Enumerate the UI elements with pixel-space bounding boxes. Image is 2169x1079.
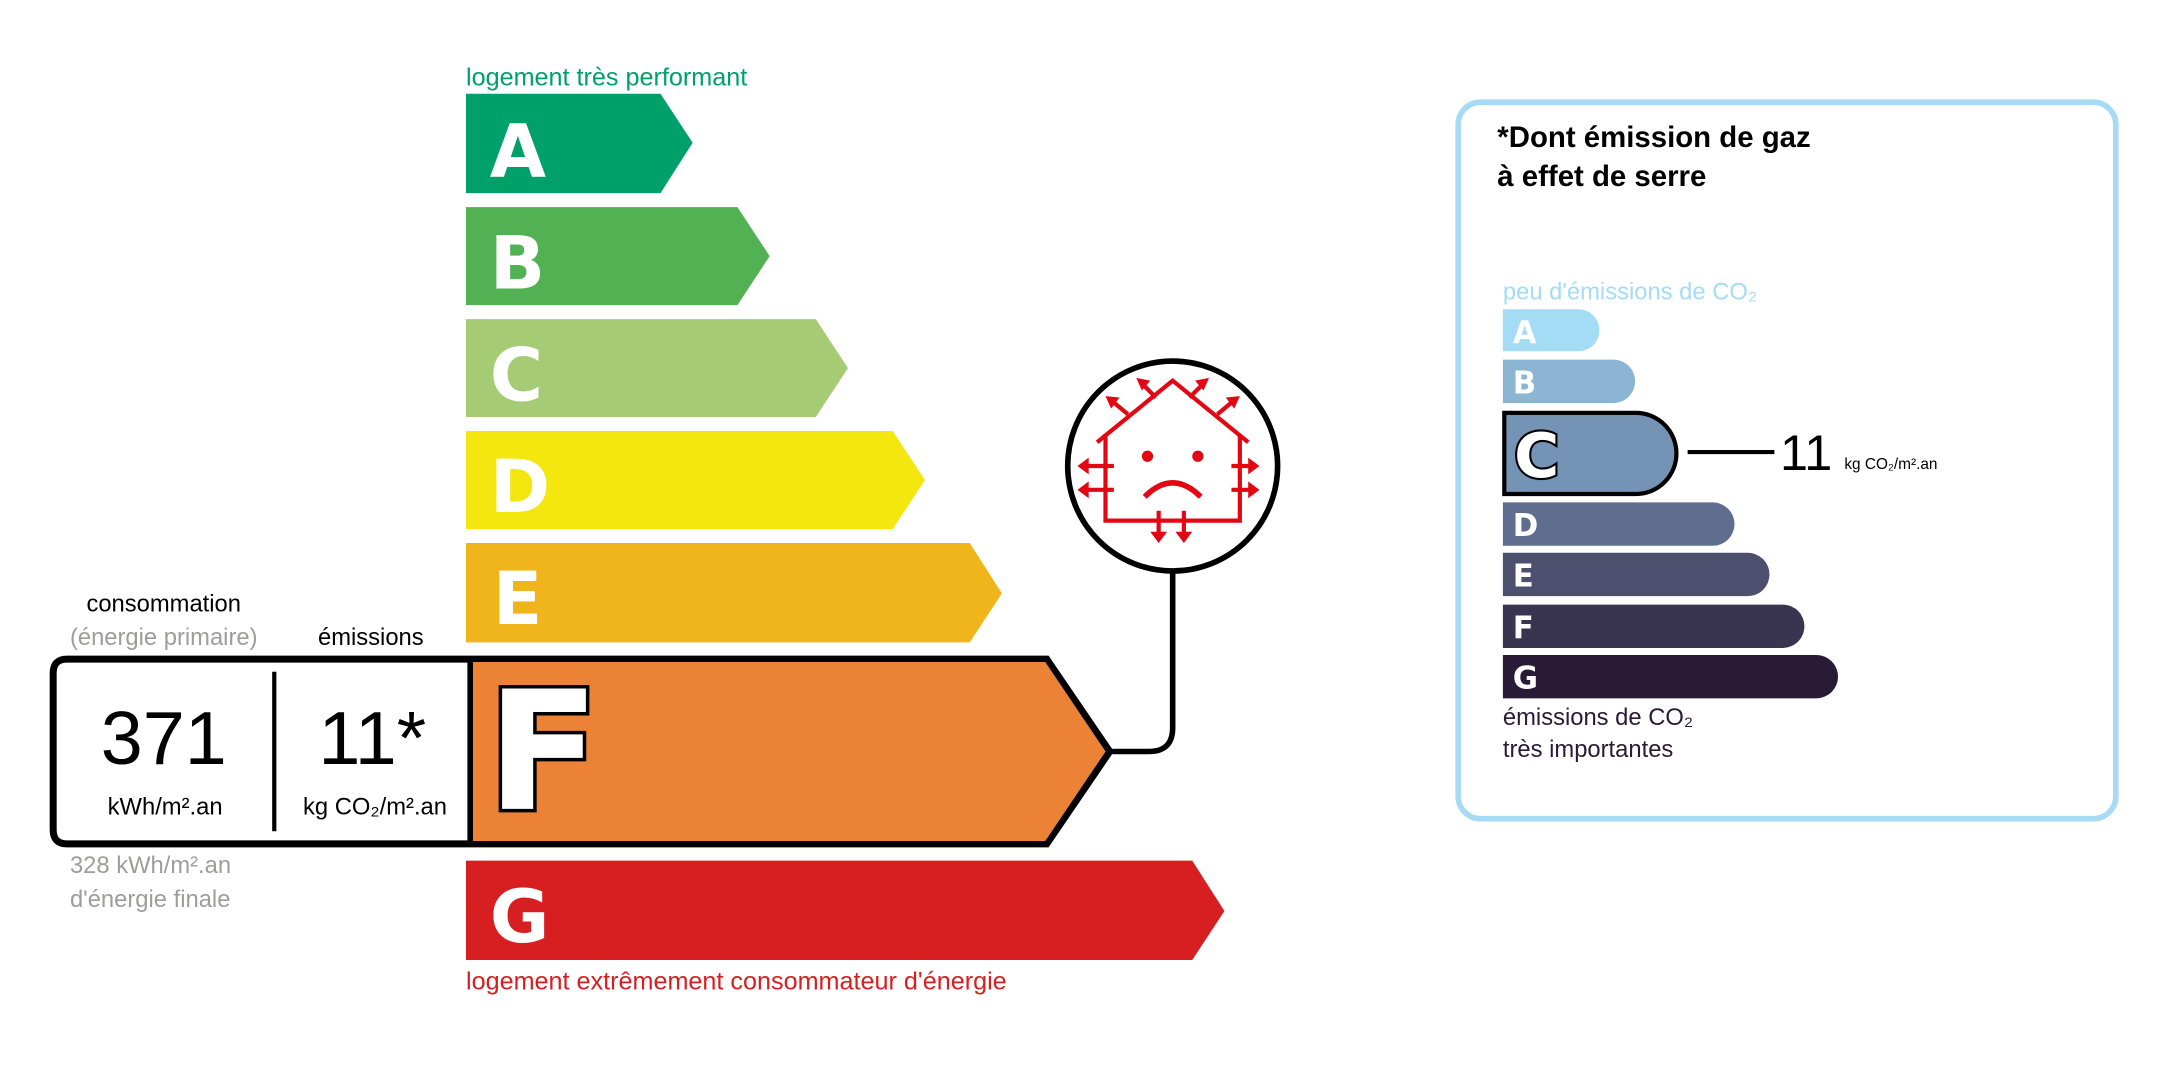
ges-class-d: D [1502, 502, 1735, 546]
energy-bar-c [465, 319, 849, 418]
ges-top-label: peu d'émissions de CO₂ [1503, 279, 1757, 306]
emissions-unit: kg CO₂/m².an [303, 793, 447, 820]
energy-letter: C [490, 333, 543, 418]
consumption-sublabel: (énergie primaire) [70, 624, 258, 651]
energy-bar-f [470, 661, 1106, 842]
ges-bar-a [1502, 309, 1600, 352]
ges-class-g: G [1502, 654, 1839, 699]
energy-class-a: A [465, 93, 693, 194]
emissions-value: 11* [318, 697, 426, 781]
energy-bar-g [465, 860, 1225, 961]
energy-bar-b [465, 207, 770, 306]
energy-bar-a [465, 93, 693, 194]
ges-bar-c [1502, 410, 1679, 497]
energy-top-label: logement très performant [466, 63, 747, 91]
energy-letter: G [490, 875, 550, 960]
energy-bottom-label: logement extrêmement consommateur d'éner… [466, 967, 1007, 995]
emissions-label: émissions [318, 624, 424, 651]
consumption-label: consommation [86, 591, 241, 618]
ges-unit: kg CO₂/m².an [1844, 456, 1937, 473]
energy-bar-d [465, 431, 925, 530]
final-energy-value: 328 kWh/m².an [70, 852, 231, 879]
ges-letter: E [1513, 558, 1534, 594]
final-energy-label: d'énergie finale [70, 886, 230, 913]
energy-class-f-current: F 371 kWh/m².an 11* kg CO₂/m².an [49, 652, 1114, 851]
ges-panel: *Dont émission de gaz à effet de serre p… [1455, 99, 2119, 822]
ges-bar-g [1502, 654, 1839, 699]
energy-bar-e [465, 542, 1002, 643]
house-passoire-sad-face-icon [1064, 358, 1281, 755]
ges-bar-f [1502, 604, 1805, 648]
ges-bottom-line1: émissions de CO₂ [1503, 704, 1693, 731]
energy-class-d: D [465, 431, 925, 530]
energy-letter: D [490, 445, 550, 530]
energy-letter: B [490, 221, 545, 306]
ges-class-a: A [1502, 309, 1600, 352]
ges-bottom-line2: très importantes [1503, 736, 1674, 763]
ges-letter: F [1513, 610, 1534, 646]
ges-class-f: F [1502, 604, 1805, 648]
ges-letter: D [1513, 508, 1539, 544]
ges-class-e: E [1502, 552, 1770, 597]
ges-value: 11 [1780, 424, 1832, 481]
ges-bar-e [1502, 552, 1770, 597]
energy-class-e: E [465, 542, 1002, 643]
ges-letter: A [1513, 315, 1537, 351]
energy-class-g: G [465, 860, 1225, 961]
energy-letter: A [490, 109, 546, 194]
energy-letter: E [493, 557, 543, 642]
consumption-value: 371 [101, 697, 227, 781]
energy-class-b: B [465, 207, 770, 306]
ges-class-c-current: C 11 kg CO₂/m².an [1502, 410, 1937, 497]
ges-bar-b [1502, 359, 1636, 404]
ges-class-b: B [1502, 359, 1636, 404]
ges-bar-d [1502, 502, 1735, 546]
ges-letter-current: C [1514, 420, 1559, 492]
ges-letter: G [1513, 661, 1538, 697]
energy-class-c: C [465, 319, 849, 418]
ges-title-line1: *Dont émission de gaz [1497, 121, 1810, 154]
consumption-unit: kWh/m².an [108, 793, 223, 820]
energy-letter-current: F [487, 656, 600, 848]
ges-letter: B [1513, 365, 1536, 401]
ges-title-line2: à effet de serre [1497, 160, 1706, 193]
